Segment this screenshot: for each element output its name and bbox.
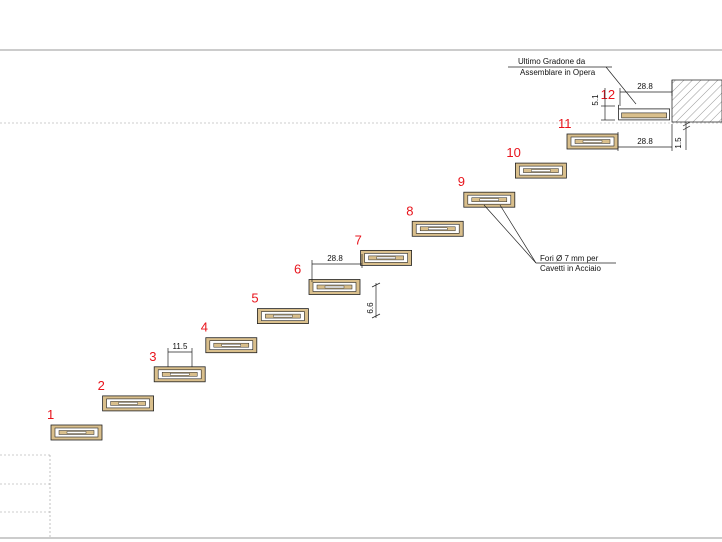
step-3: 3 xyxy=(149,349,206,383)
step-9: 9 xyxy=(458,174,516,208)
note-holes-line1: Fori Ø 7 mm per xyxy=(540,254,599,263)
step-12-core xyxy=(621,112,667,119)
step-number: 1 xyxy=(47,407,54,422)
note-last-step-line1: Ultimo Gradone da xyxy=(518,57,586,66)
step-4: 4 xyxy=(201,320,258,354)
step-2-cable-holes xyxy=(118,402,138,405)
note-last-step-line2: Assemblare in Opera xyxy=(520,68,596,77)
step-number: 6 xyxy=(294,262,301,277)
dim-tread-width-mid-label: 28.8 xyxy=(327,254,343,263)
step-5-cable-holes xyxy=(273,314,293,318)
note-last-step: Ultimo Gradone da Assemblare in Opera xyxy=(508,57,637,105)
step-2: 2 xyxy=(98,378,154,412)
step-number: 4 xyxy=(201,320,208,335)
step-3-cable-holes xyxy=(169,373,190,376)
step-number: 11 xyxy=(558,116,572,131)
step-11: 11 xyxy=(558,116,619,150)
step-7: 7 xyxy=(355,232,413,266)
dimension-top-thickness: 5.1 xyxy=(591,88,615,121)
step-6-cable-holes xyxy=(324,285,345,289)
step-number: 9 xyxy=(458,174,465,189)
step-7-cable-holes xyxy=(376,256,396,260)
note-holes: Fori Ø 7 mm per Cavetti in Acciaio xyxy=(483,204,616,273)
title-block xyxy=(0,454,51,538)
step-number: 2 xyxy=(98,378,105,393)
landing-wall xyxy=(671,79,722,123)
dim-hole-spacing-label: 11.5 xyxy=(173,342,189,351)
note-holes-line2: Cavetti in Acciaio xyxy=(540,264,601,273)
dim-tread-width-top-label: 28.8 xyxy=(637,82,653,91)
step-number: 8 xyxy=(406,203,413,218)
step-8: 8 xyxy=(406,203,464,237)
dim-top-thickness-label: 5.1 xyxy=(591,94,600,106)
dimension-tread-width-11: 28.8 xyxy=(617,124,673,151)
step-5: 5 xyxy=(251,291,309,325)
step-4-cable-holes xyxy=(221,344,242,347)
step-9-cable-holes xyxy=(479,198,499,201)
dimension-tread-width-mid: 28.8 xyxy=(311,254,363,282)
step-11-cable-holes xyxy=(582,140,603,143)
dim-riser-height-label: 6.6 xyxy=(366,302,375,314)
step-1-cable-holes xyxy=(66,431,87,434)
step-number: 10 xyxy=(506,145,520,160)
dimension-hole-spacing: 11.5 xyxy=(167,342,193,367)
step-10-cable-holes xyxy=(531,169,551,172)
dim-gap-label: 1.5 xyxy=(674,137,683,149)
step-number: 5 xyxy=(251,291,258,306)
step-1: 1 xyxy=(47,407,103,441)
dimension-riser-height: 6.6 xyxy=(366,282,381,319)
step-number: 3 xyxy=(149,349,156,364)
dimension-gap: 1.5 xyxy=(674,121,691,150)
step-8-cable-holes xyxy=(428,227,448,231)
step-10: 10 xyxy=(506,145,567,179)
step-12: 12 xyxy=(601,87,670,121)
dim-tread-width-11-label: 28.8 xyxy=(637,137,653,146)
dimension-tread-width-top: 28.8 xyxy=(619,80,673,106)
step-number: 12 xyxy=(601,87,615,102)
step-number: 7 xyxy=(355,232,362,247)
step-6: 6 xyxy=(294,262,361,295)
